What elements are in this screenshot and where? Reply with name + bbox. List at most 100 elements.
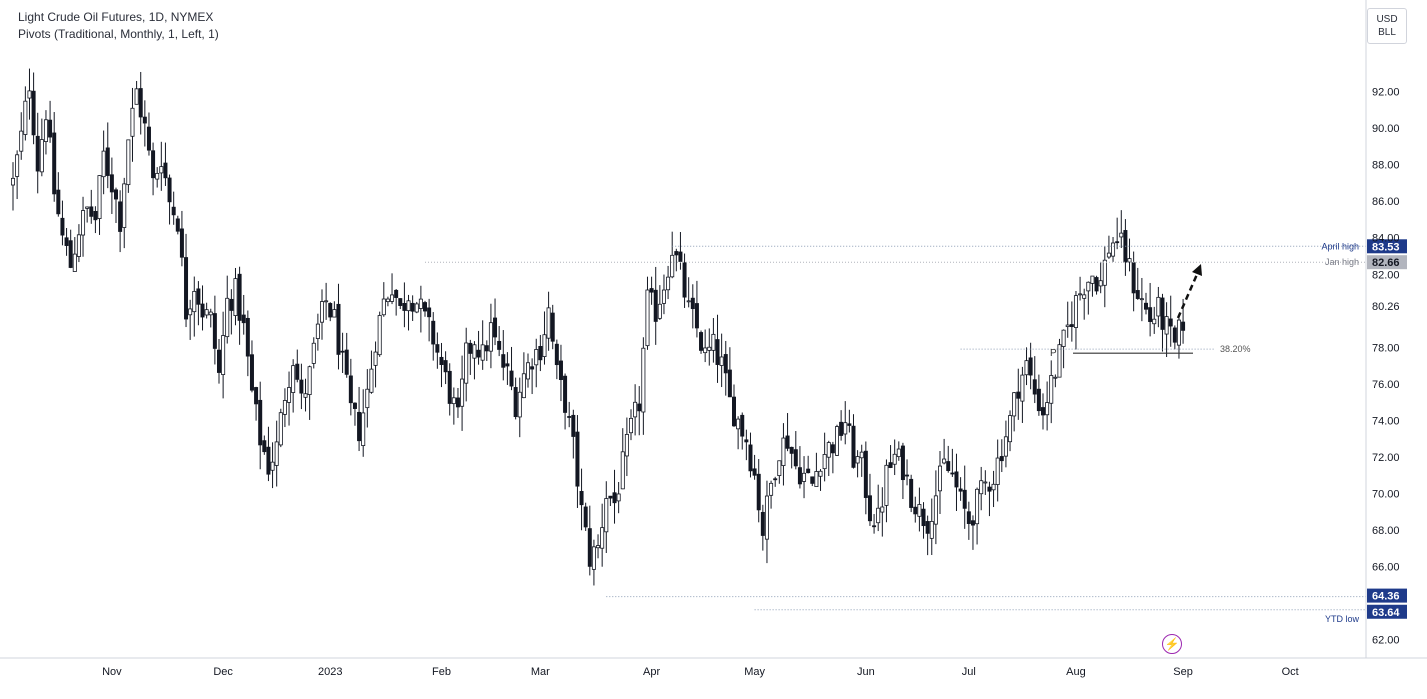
level-name-label: Jan high — [1325, 257, 1359, 267]
candle-body — [443, 360, 448, 373]
candle-body — [48, 119, 53, 138]
x-tick-label: Dec — [213, 666, 233, 678]
candle-body — [303, 393, 308, 398]
candle-body — [1127, 258, 1132, 263]
candle-body — [1176, 319, 1181, 346]
candle-body — [200, 303, 205, 318]
candle-body — [488, 322, 493, 352]
candle-body — [867, 495, 872, 522]
candle-body — [542, 334, 547, 357]
currency-code: USD — [1376, 14, 1398, 25]
candle-body — [72, 253, 77, 272]
candle-body — [1049, 375, 1054, 404]
candle-body — [769, 482, 774, 496]
candle-body — [184, 257, 189, 320]
price-tag — [1367, 239, 1407, 254]
candle-body — [756, 473, 761, 511]
candle-body — [666, 276, 671, 291]
candle-body — [68, 240, 73, 268]
candle-body — [480, 344, 485, 361]
candle-body — [624, 434, 629, 457]
y-tick-label: 76.00 — [1372, 379, 1400, 391]
candle-body — [983, 481, 988, 484]
candle-body — [439, 356, 444, 365]
candle-body — [23, 100, 28, 135]
candle-body — [596, 545, 601, 549]
candle-body — [19, 130, 24, 152]
candle-body — [1086, 281, 1091, 292]
candle-body — [975, 488, 980, 525]
candle-body — [344, 349, 349, 375]
candle-body — [835, 426, 840, 456]
candle-body — [134, 88, 139, 105]
candle-body — [958, 488, 963, 492]
candle-body — [398, 298, 403, 306]
y-tick-label: 74.00 — [1372, 415, 1400, 427]
candle-body — [122, 183, 127, 228]
candle-body — [385, 298, 390, 303]
candle-body — [781, 437, 786, 466]
candle-body — [616, 493, 621, 502]
y-tick-label: 86.00 — [1372, 196, 1400, 208]
lightning-icon[interactable]: ⚡ — [1162, 634, 1182, 654]
candle-body — [221, 335, 226, 375]
candle-body — [324, 300, 329, 303]
x-tick-label: Apr — [643, 666, 660, 678]
x-tick-label: Feb — [432, 666, 451, 678]
candle-body — [254, 387, 259, 405]
y-tick-label: 80.26 — [1372, 301, 1400, 313]
currency-unit: BLL — [1378, 27, 1396, 38]
candle-body — [422, 302, 427, 312]
candle-body — [554, 343, 559, 366]
candle-body — [377, 315, 382, 356]
candle-body — [608, 495, 613, 499]
price-tag-value: 64.36 — [1372, 591, 1400, 603]
x-tick-label: Jul — [962, 666, 976, 678]
candle-body — [1053, 376, 1058, 379]
candle-body — [521, 373, 526, 399]
candle-body — [550, 312, 555, 342]
candle-body — [1065, 324, 1070, 328]
candle-body — [229, 298, 234, 311]
candle-body — [151, 150, 156, 179]
y-tick-label: 88.00 — [1372, 160, 1400, 172]
candle-body — [740, 414, 745, 437]
candle-body — [1156, 296, 1161, 317]
candle-body — [369, 368, 374, 393]
candle-body — [1172, 327, 1177, 343]
price-tag — [1367, 255, 1407, 270]
candle-body — [212, 313, 217, 349]
indicator-legend[interactable]: Pivots (Traditional, Monthly, 1, Left, 1… — [18, 27, 219, 41]
candle-body — [85, 206, 90, 209]
candle-body — [995, 457, 1000, 485]
candle-body — [1094, 277, 1099, 292]
candle-body — [707, 346, 712, 351]
candle-body — [1061, 329, 1066, 347]
candle-body — [575, 431, 580, 487]
candle-body — [1148, 307, 1153, 322]
candle-body — [921, 508, 926, 527]
candle-body — [1032, 379, 1037, 395]
currency-selector[interactable]: USD BLL — [1367, 8, 1407, 44]
candle-body — [1045, 402, 1050, 416]
candle-body — [657, 303, 662, 319]
candle-body — [822, 454, 827, 470]
candle-body — [1020, 374, 1025, 402]
candle-body — [130, 107, 135, 137]
candle-body — [933, 495, 938, 525]
candle-body — [1135, 290, 1140, 299]
candle-body — [295, 363, 300, 380]
candle-body — [81, 210, 86, 236]
candle-body — [56, 189, 61, 215]
candle-body — [328, 303, 333, 318]
candle-body — [258, 399, 263, 446]
candle-body — [447, 370, 452, 404]
candle-body — [1028, 357, 1033, 376]
candle-body — [406, 300, 411, 312]
x-tick-label: Mar — [531, 666, 550, 678]
x-tick-label: Oct — [1282, 666, 1299, 678]
candle-body — [101, 150, 106, 178]
candle-body — [653, 289, 658, 322]
